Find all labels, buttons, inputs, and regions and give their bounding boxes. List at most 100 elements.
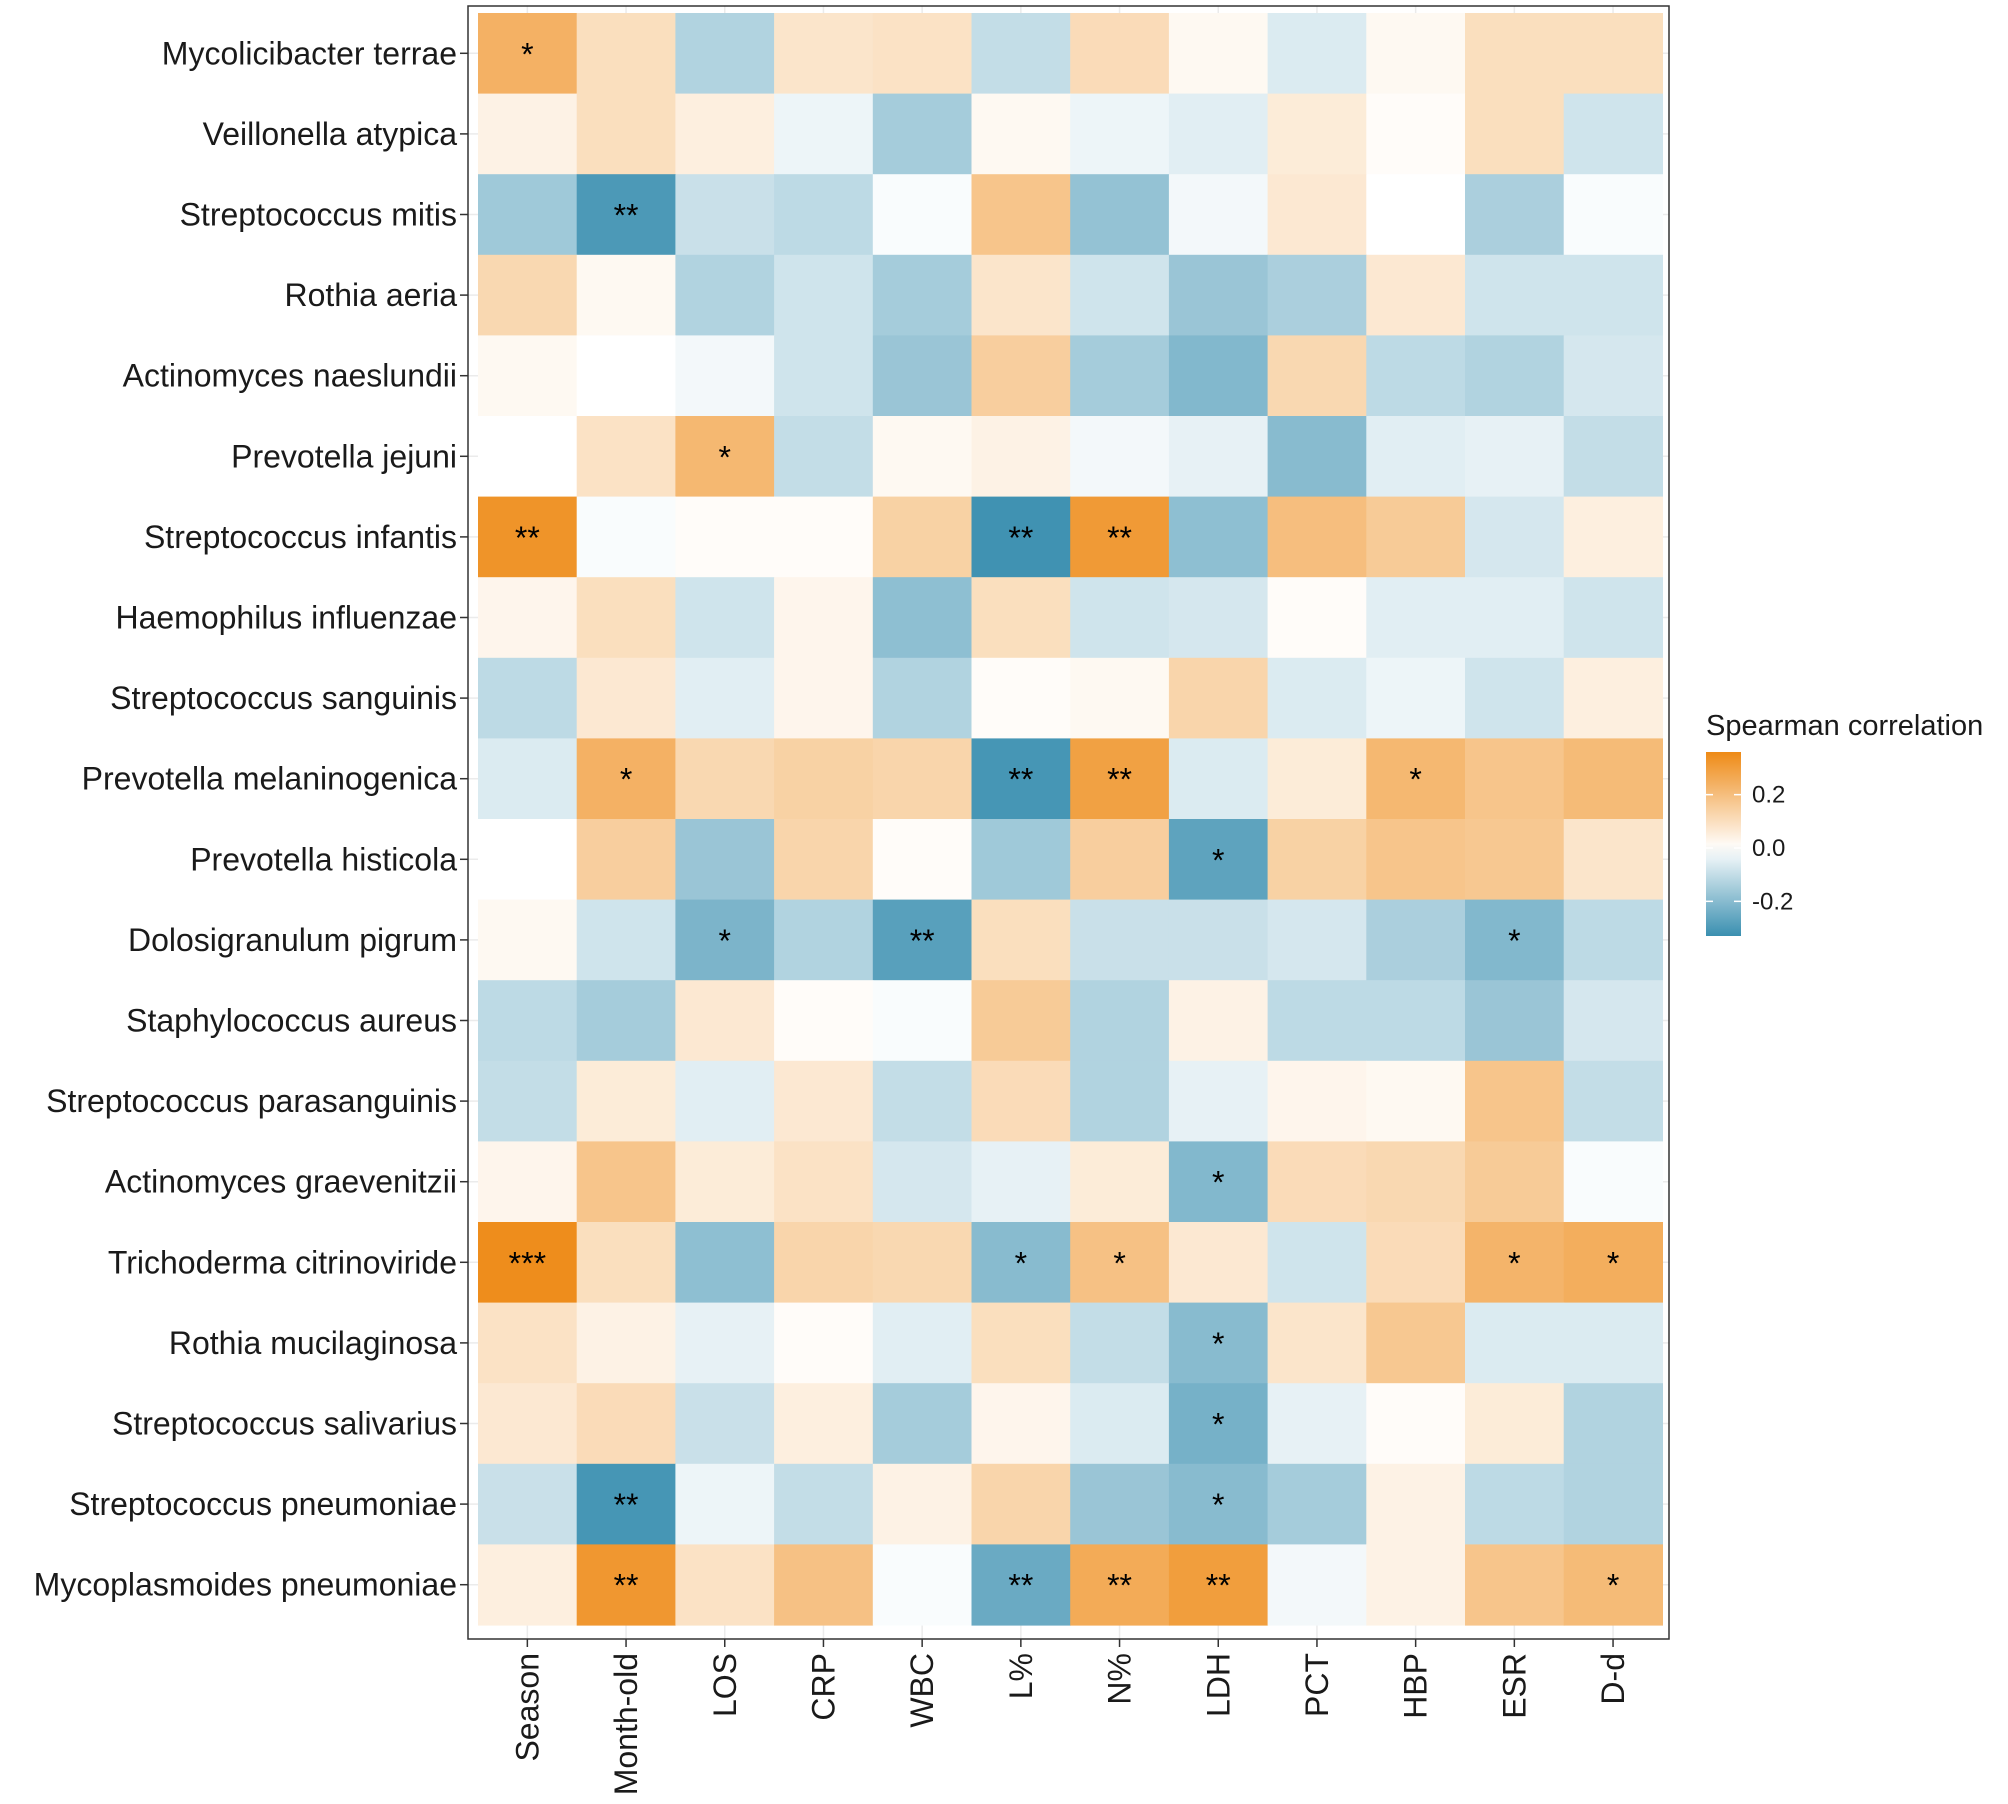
significance-mark: ** [1107,1568,1132,1604]
heatmap-cell [576,1463,676,1545]
plot-border [467,5,1670,1640]
heatmap-cell [1366,657,1466,739]
heatmap-cell [1465,738,1565,820]
heatmap-cell [1465,657,1565,739]
heatmap-cell [1070,335,1170,417]
significance-mark: * [1607,1245,1619,1281]
significance-mark: ** [515,520,540,556]
heatmap-cell [1465,1383,1565,1465]
heatmap-cell [1366,899,1466,981]
heatmap-cell [774,13,874,95]
heatmap-cell [1563,1141,1663,1223]
heatmap-cell [675,13,775,95]
heatmap-cell [774,1383,874,1465]
heatmap-cell [675,1463,775,1545]
heatmap-cell [1267,819,1367,901]
significance-mark: * [1015,1245,1027,1281]
heatmap-cell [478,93,578,175]
significance-mark: ** [1107,520,1132,556]
heatmap-cell [576,254,676,336]
row-label: Streptococcus mitis [180,197,457,233]
heatmap-cell [1267,13,1367,95]
significance-mark: * [1508,923,1520,959]
heatmap-cell [1465,13,1565,95]
heatmap-cell [478,1383,578,1465]
significance-mark: ** [1107,762,1132,798]
heatmap-cell [1563,496,1663,578]
row-label: Haemophilus influenzae [115,600,457,636]
heatmap-cell [1465,1141,1565,1223]
heatmap-cell [872,416,973,498]
row-label: Staphylococcus aureus [126,1003,457,1039]
heatmap-cell [1168,254,1269,336]
heatmap-cell [971,1544,1071,1626]
heatmap-cell [1267,416,1367,498]
heatmap-cell [1267,1060,1367,1142]
heatmap-cell [675,1302,775,1384]
significance-mark: * [1212,1326,1224,1362]
row-label: Rothia mucilaginosa [169,1325,457,1361]
heatmap-cell [1070,496,1170,578]
heatmap-cell [576,899,676,981]
heatmap-cell [576,174,676,256]
heatmap-cell [1267,657,1367,739]
heatmap-cell [675,980,775,1062]
heatmap-cell [774,1060,874,1142]
heatmap-cell [1563,1383,1663,1465]
row-label: Streptococcus pneumoniae [69,1486,457,1522]
row-label: Streptococcus parasanguinis [46,1083,457,1119]
heatmap-cell [478,13,578,95]
heatmap-cell [1366,577,1466,659]
significance-marks: ****** ** *** ** ** *** ** ***** * * * ***** *** ** **… [509,36,1620,1603]
heatmap-cell [1465,174,1565,256]
heatmap-cell [774,980,874,1062]
heatmap-cell [971,577,1071,659]
heatmap-cell [1563,577,1663,659]
heatmap-cell [675,1141,775,1223]
heatmap-cell [478,1060,578,1142]
row-label: Prevotella melaninogenica [82,761,458,797]
heatmap-cell [1465,254,1565,336]
heatmap-cell [478,819,578,901]
heatmap-cell [1168,335,1269,417]
heatmap-cell [1366,1222,1466,1304]
heatmap-cell [1465,899,1565,981]
heatmap-cell [1070,577,1170,659]
heatmap-cell [872,1222,973,1304]
heatmap-cell [1366,1302,1466,1384]
heatmap-cell [1563,657,1663,739]
significance-mark: * [1212,842,1224,878]
heatmap-cell [576,13,676,95]
heatmap-cell [971,13,1071,95]
heatmap-cell [971,496,1071,578]
heatmap-cell [1168,416,1269,498]
heatmap-cell [971,1060,1071,1142]
heatmap-cell [1465,335,1565,417]
heatmap-cell [1070,1222,1170,1304]
heatmap-cell [1366,1060,1466,1142]
heatmap-cell [576,980,676,1062]
heatmap-cell [1563,819,1663,901]
heatmap-cell [1267,1383,1367,1465]
column-label: ESR [1496,1653,1532,1719]
heatmap-cell [1070,899,1170,981]
heatmap-cell [1563,1060,1663,1142]
row-label: Mycolicibacter terrae [162,35,457,71]
row-label: Dolosigranulum pigrum [128,922,457,958]
significance-mark: ** [1206,1568,1231,1604]
heatmap-cell [1168,1383,1269,1465]
column-label: CRP [805,1653,841,1721]
heatmap-cell [872,335,973,417]
significance-mark: * [1607,1568,1619,1604]
heatmap-cell [1366,254,1466,336]
column-labels: Season Month-old LOS CRP WBC L% N% LDH PCT HBP ESR… [509,1653,1631,1795]
row-label: Veillonella atypica [203,116,458,152]
heatmap-cell [1366,1544,1466,1626]
heatmap-cell [971,1383,1071,1465]
heatmap-cell [1168,1544,1269,1626]
heatmap-cell [872,1060,973,1142]
heatmap-cell [1563,738,1663,820]
heatmap-cell [1563,1222,1663,1304]
heatmap-cell [1366,335,1466,417]
